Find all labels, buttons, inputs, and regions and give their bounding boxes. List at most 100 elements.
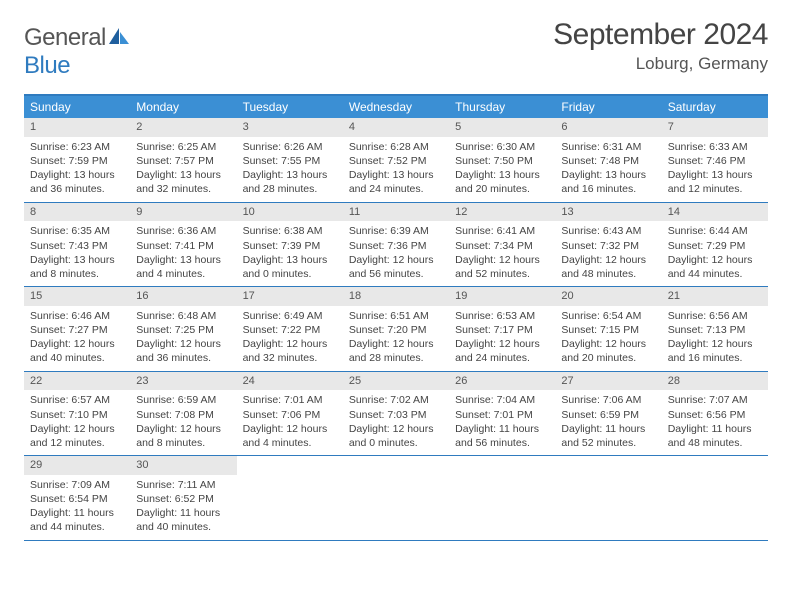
day-number: 18: [343, 287, 449, 306]
cell-body: Sunrise: 6:31 AMSunset: 7:48 PMDaylight:…: [555, 137, 661, 202]
cell-body: Sunrise: 6:51 AMSunset: 7:20 PMDaylight:…: [343, 306, 449, 371]
calendar-cell: 21Sunrise: 6:56 AMSunset: 7:13 PMDayligh…: [662, 287, 768, 371]
week-row: 29Sunrise: 7:09 AMSunset: 6:54 PMDayligh…: [24, 456, 768, 541]
sunset-text: Sunset: 7:34 PM: [455, 239, 549, 253]
calendar-cell: 19Sunrise: 6:53 AMSunset: 7:17 PMDayligh…: [449, 287, 555, 371]
sunrise-text: Sunrise: 7:09 AM: [30, 478, 124, 492]
cell-body: Sunrise: 7:01 AMSunset: 7:06 PMDaylight:…: [237, 390, 343, 455]
sunset-text: Sunset: 7:59 PM: [30, 154, 124, 168]
cell-body: Sunrise: 6:54 AMSunset: 7:15 PMDaylight:…: [555, 306, 661, 371]
day-number: 8: [24, 203, 130, 222]
day-number: 14: [662, 203, 768, 222]
daylight-text: Daylight: 12 hours and 52 minutes.: [455, 253, 549, 281]
day-header: Monday: [130, 96, 236, 118]
daylight-text: Daylight: 12 hours and 32 minutes.: [243, 337, 337, 365]
sunset-text: Sunset: 7:50 PM: [455, 154, 549, 168]
sunset-text: Sunset: 7:13 PM: [668, 323, 762, 337]
daylight-text: Daylight: 13 hours and 20 minutes.: [455, 168, 549, 196]
calendar-cell: 23Sunrise: 6:59 AMSunset: 7:08 PMDayligh…: [130, 372, 236, 456]
calendar-cell: [449, 456, 555, 540]
daylight-text: Daylight: 13 hours and 0 minutes.: [243, 253, 337, 281]
day-header: Tuesday: [237, 96, 343, 118]
cell-body: Sunrise: 6:59 AMSunset: 7:08 PMDaylight:…: [130, 390, 236, 455]
sunset-text: Sunset: 7:48 PM: [561, 154, 655, 168]
cell-body: Sunrise: 6:30 AMSunset: 7:50 PMDaylight:…: [449, 137, 555, 202]
sunset-text: Sunset: 7:29 PM: [668, 239, 762, 253]
calendar-cell: 12Sunrise: 6:41 AMSunset: 7:34 PMDayligh…: [449, 203, 555, 287]
calendar-cell: 10Sunrise: 6:38 AMSunset: 7:39 PMDayligh…: [237, 203, 343, 287]
calendar-cell: 27Sunrise: 7:06 AMSunset: 6:59 PMDayligh…: [555, 372, 661, 456]
day-number: 26: [449, 372, 555, 391]
day-number: 7: [662, 118, 768, 137]
sunset-text: Sunset: 6:54 PM: [30, 492, 124, 506]
daylight-text: Daylight: 13 hours and 32 minutes.: [136, 168, 230, 196]
sunset-text: Sunset: 7:52 PM: [349, 154, 443, 168]
cell-body: Sunrise: 7:02 AMSunset: 7:03 PMDaylight:…: [343, 390, 449, 455]
day-number: 23: [130, 372, 236, 391]
daylight-text: Daylight: 11 hours and 44 minutes.: [30, 506, 124, 534]
cell-body: Sunrise: 6:39 AMSunset: 7:36 PMDaylight:…: [343, 221, 449, 286]
daylight-text: Daylight: 12 hours and 8 minutes.: [136, 422, 230, 450]
sunset-text: Sunset: 7:03 PM: [349, 408, 443, 422]
daylight-text: Daylight: 12 hours and 40 minutes.: [30, 337, 124, 365]
sunset-text: Sunset: 7:27 PM: [30, 323, 124, 337]
daylight-text: Daylight: 12 hours and 28 minutes.: [349, 337, 443, 365]
cell-body: Sunrise: 6:36 AMSunset: 7:41 PMDaylight:…: [130, 221, 236, 286]
cell-body: Sunrise: 7:07 AMSunset: 6:56 PMDaylight:…: [662, 390, 768, 455]
day-number: 27: [555, 372, 661, 391]
sunrise-text: Sunrise: 6:28 AM: [349, 140, 443, 154]
sunrise-text: Sunrise: 6:46 AM: [30, 309, 124, 323]
sunrise-text: Sunrise: 6:41 AM: [455, 224, 549, 238]
calendar-cell: 4Sunrise: 6:28 AMSunset: 7:52 PMDaylight…: [343, 118, 449, 202]
sunrise-text: Sunrise: 7:01 AM: [243, 393, 337, 407]
sunrise-text: Sunrise: 6:49 AM: [243, 309, 337, 323]
sunset-text: Sunset: 6:59 PM: [561, 408, 655, 422]
calendar-cell: 8Sunrise: 6:35 AMSunset: 7:43 PMDaylight…: [24, 203, 130, 287]
sail-icon: [108, 24, 130, 52]
day-number: 24: [237, 372, 343, 391]
calendar-cell: [555, 456, 661, 540]
daylight-text: Daylight: 13 hours and 8 minutes.: [30, 253, 124, 281]
calendar-cell: 26Sunrise: 7:04 AMSunset: 7:01 PMDayligh…: [449, 372, 555, 456]
day-number: 9: [130, 203, 236, 222]
week-row: 1Sunrise: 6:23 AMSunset: 7:59 PMDaylight…: [24, 118, 768, 203]
daylight-text: Daylight: 12 hours and 12 minutes.: [30, 422, 124, 450]
weeks-container: 1Sunrise: 6:23 AMSunset: 7:59 PMDaylight…: [24, 118, 768, 541]
day-number: 16: [130, 287, 236, 306]
sunrise-text: Sunrise: 6:51 AM: [349, 309, 443, 323]
cell-body: Sunrise: 6:44 AMSunset: 7:29 PMDaylight:…: [662, 221, 768, 286]
cell-body: Sunrise: 6:56 AMSunset: 7:13 PMDaylight:…: [662, 306, 768, 371]
cell-body: Sunrise: 6:57 AMSunset: 7:10 PMDaylight:…: [24, 390, 130, 455]
calendar-cell: 3Sunrise: 6:26 AMSunset: 7:55 PMDaylight…: [237, 118, 343, 202]
week-row: 8Sunrise: 6:35 AMSunset: 7:43 PMDaylight…: [24, 203, 768, 288]
sunset-text: Sunset: 7:06 PM: [243, 408, 337, 422]
calendar-cell: 17Sunrise: 6:49 AMSunset: 7:22 PMDayligh…: [237, 287, 343, 371]
calendar-cell: 11Sunrise: 6:39 AMSunset: 7:36 PMDayligh…: [343, 203, 449, 287]
daylight-text: Daylight: 13 hours and 4 minutes.: [136, 253, 230, 281]
calendar-cell: 30Sunrise: 7:11 AMSunset: 6:52 PMDayligh…: [130, 456, 236, 540]
cell-body: Sunrise: 6:48 AMSunset: 7:25 PMDaylight:…: [130, 306, 236, 371]
sunset-text: Sunset: 7:08 PM: [136, 408, 230, 422]
daylight-text: Daylight: 11 hours and 40 minutes.: [136, 506, 230, 534]
daylight-text: Daylight: 12 hours and 20 minutes.: [561, 337, 655, 365]
cell-body: Sunrise: 6:38 AMSunset: 7:39 PMDaylight:…: [237, 221, 343, 286]
sunset-text: Sunset: 7:17 PM: [455, 323, 549, 337]
cell-body: Sunrise: 7:06 AMSunset: 6:59 PMDaylight:…: [555, 390, 661, 455]
logo: GeneralBlue: [24, 18, 130, 80]
sunset-text: Sunset: 7:20 PM: [349, 323, 443, 337]
calendar-cell: 29Sunrise: 7:09 AMSunset: 6:54 PMDayligh…: [24, 456, 130, 540]
daylight-text: Daylight: 12 hours and 4 minutes.: [243, 422, 337, 450]
calendar-cell: [237, 456, 343, 540]
daylight-text: Daylight: 13 hours and 36 minutes.: [30, 168, 124, 196]
sunset-text: Sunset: 7:43 PM: [30, 239, 124, 253]
daylight-text: Daylight: 12 hours and 56 minutes.: [349, 253, 443, 281]
day-number: 5: [449, 118, 555, 137]
sunrise-text: Sunrise: 6:53 AM: [455, 309, 549, 323]
location-label: Loburg, Germany: [553, 54, 768, 74]
daylight-text: Daylight: 12 hours and 0 minutes.: [349, 422, 443, 450]
sunset-text: Sunset: 7:46 PM: [668, 154, 762, 168]
cell-body: Sunrise: 6:49 AMSunset: 7:22 PMDaylight:…: [237, 306, 343, 371]
day-header-row: Sunday Monday Tuesday Wednesday Thursday…: [24, 96, 768, 118]
page-title: September 2024: [553, 18, 768, 52]
daylight-text: Daylight: 13 hours and 24 minutes.: [349, 168, 443, 196]
